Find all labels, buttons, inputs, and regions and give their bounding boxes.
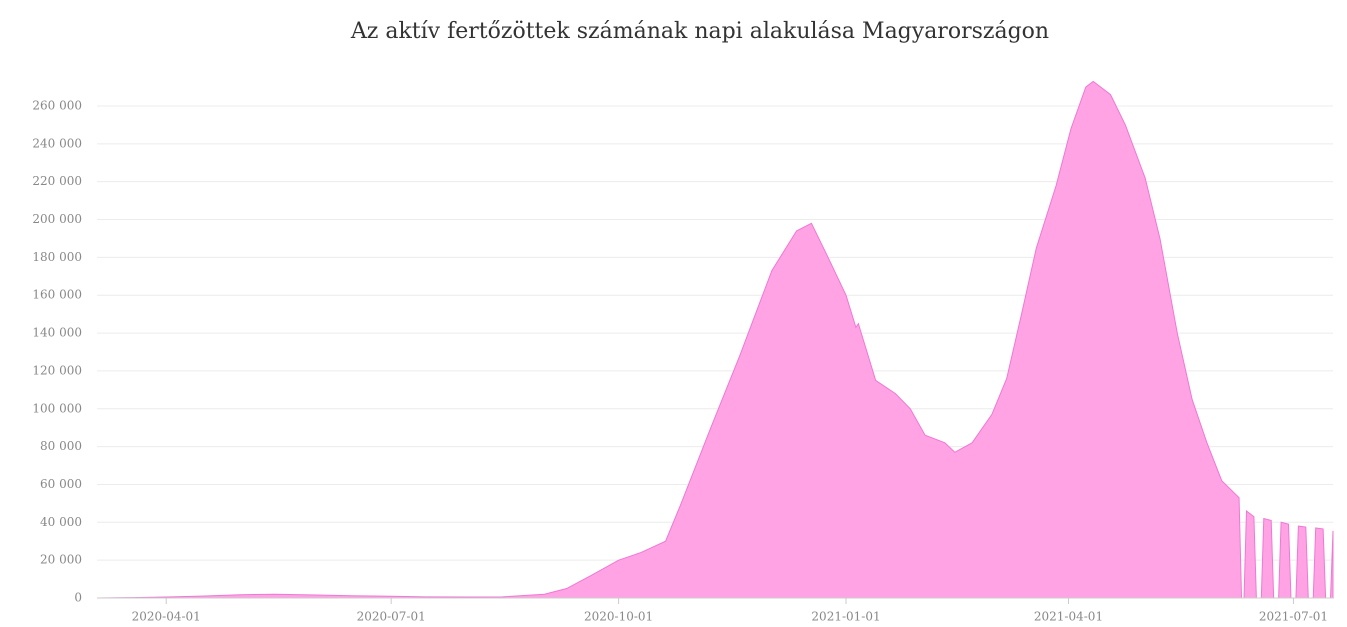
y-tick-label: 80 000 [40,439,82,453]
x-tick-label: 2020-10-01 [584,610,653,624]
x-tick-label: 2021-04-01 [1034,610,1103,624]
chart-title: Az aktív fertőzöttek számának napi alaku… [350,19,1049,44]
x-tick-label: 2020-04-01 [132,610,201,624]
x-tick-label: 2021-07-01 [1259,610,1328,624]
y-tick-label: 200 000 [32,212,82,226]
y-tick-label: 40 000 [40,515,82,529]
x-tick-label: 2020-07-01 [357,610,426,624]
y-tick-label: 140 000 [32,326,82,340]
x-tick-label: 2021-01-01 [811,610,880,624]
y-tick-label: 180 000 [32,250,82,264]
y-tick-label: 0 [74,591,82,605]
y-tick-label: 240 000 [32,136,82,150]
y-tick-label: 160 000 [32,288,82,302]
y-tick-label: 120 000 [32,363,82,377]
y-tick-label: 20 000 [40,553,82,567]
y-tick-label: 100 000 [32,401,82,415]
y-tick-label: 260 000 [32,98,82,112]
area [96,80,1334,599]
y-tick-label: 220 000 [32,174,82,188]
y-tick-label: 60 000 [40,477,82,491]
